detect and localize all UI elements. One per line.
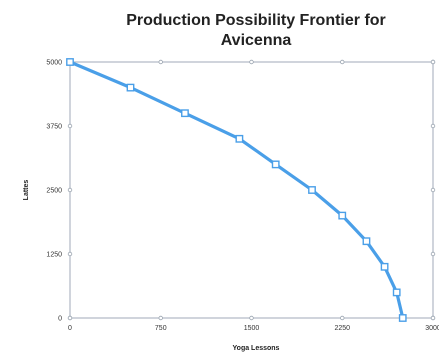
y-tick-mark-right [430, 123, 436, 129]
y-tick-mark-right [430, 251, 436, 257]
data-point [362, 237, 371, 246]
y-tick-mark [67, 315, 73, 321]
y-tick-label: 2500 [46, 188, 62, 195]
y-tick-mark [67, 187, 73, 193]
chart-title-line-1: Production Possibility Frontier for [126, 12, 386, 29]
data-point [380, 262, 389, 271]
x-tick-mark-top [249, 59, 254, 65]
y-tick-mark-right [430, 59, 436, 65]
y-tick-label: 0 [58, 316, 62, 323]
x-tick-label: 1500 [244, 325, 260, 332]
y-tick-mark-right [430, 187, 436, 193]
chart-title-line-2: Avicenna [221, 32, 292, 49]
y-tick-label: 5000 [46, 60, 62, 67]
x-tick-label: 2250 [334, 325, 350, 332]
data-point [308, 186, 316, 194]
x-tick-mark-top [158, 59, 163, 65]
x-tick-label: 750 [155, 325, 167, 332]
y-tick-mark [67, 251, 73, 257]
x-tick-mark [340, 315, 345, 321]
data-point [66, 58, 74, 66]
frontier-line [68, 60, 405, 320]
data-point [235, 134, 244, 143]
x-axis-title: Yoga Lessons [233, 345, 280, 352]
series-layer [66, 58, 407, 322]
plot-border [69, 61, 434, 319]
x-tick-label: 3000 [425, 325, 439, 332]
x-tick-mark [249, 315, 254, 321]
x-tick-mark [158, 315, 163, 321]
data-point [126, 83, 135, 92]
x-tick-mark-top [340, 59, 345, 65]
plot-area [69, 61, 434, 319]
data-point [392, 288, 401, 297]
y-axis-title: Lattes [23, 180, 30, 201]
data-point [181, 109, 189, 118]
y-axis-tick-labels: 0 1250 2500 3750 5000 [46, 60, 62, 323]
data-point [271, 160, 280, 169]
tick-marks [67, 59, 436, 321]
x-tick-label: 0 [68, 325, 72, 332]
y-tick-mark [67, 123, 73, 129]
y-tick-label: 1250 [46, 252, 62, 259]
data-point [338, 211, 347, 220]
y-tick-mark-right [430, 315, 436, 321]
x-axis-tick-labels: 0 750 1500 2250 3000 [68, 325, 439, 332]
data-point [398, 314, 407, 322]
y-tick-label: 3750 [46, 124, 62, 131]
